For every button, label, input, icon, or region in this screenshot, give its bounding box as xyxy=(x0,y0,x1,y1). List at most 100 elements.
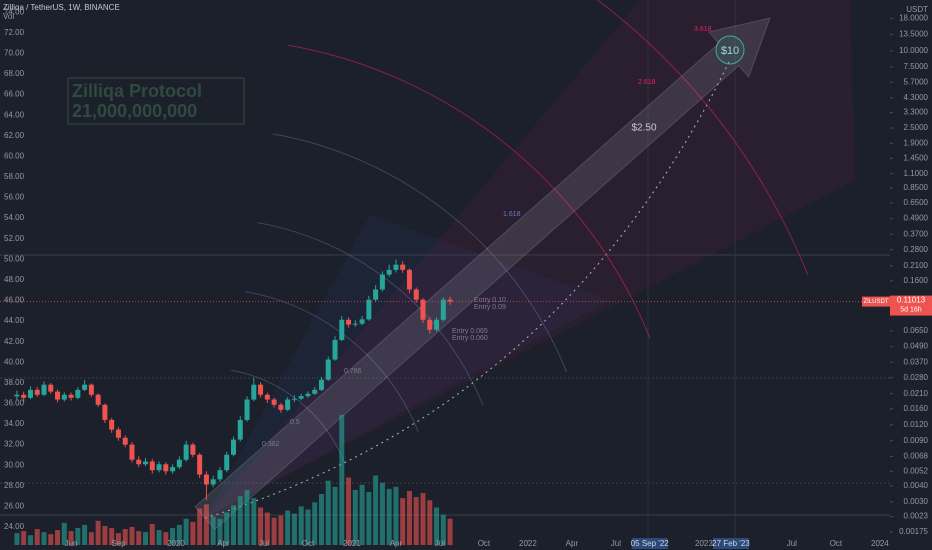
y-tick-label: 0.0120 xyxy=(904,420,929,429)
fib-arc xyxy=(244,291,419,433)
volume-bar xyxy=(122,529,128,545)
candle-body xyxy=(373,289,379,300)
left-tick-label: 52.00 xyxy=(4,234,25,243)
x-tick-highlight xyxy=(631,538,668,549)
candle-body xyxy=(55,391,61,400)
candle-body xyxy=(278,404,284,410)
volume-bar xyxy=(34,529,40,545)
volume-bar xyxy=(298,506,304,545)
volume-bar xyxy=(82,524,88,545)
left-tick-label: 62.00 xyxy=(4,131,25,140)
x-tick-label: Jul xyxy=(787,539,797,548)
candle-body xyxy=(420,299,426,320)
candle-body xyxy=(197,454,203,475)
y-tick-label: 1.9000 xyxy=(904,138,929,147)
text-box xyxy=(67,77,245,125)
candle-body xyxy=(427,319,433,330)
x-tick-label: Jun xyxy=(65,539,78,548)
annotation: 0.382 xyxy=(262,441,280,448)
candle-body xyxy=(325,359,331,380)
annotation: Zilliqa Protocol xyxy=(72,81,202,101)
candle-body xyxy=(285,399,291,410)
y-tick-label: 0.0210 xyxy=(904,389,929,398)
volume-bar xyxy=(244,489,250,545)
volume-bar xyxy=(447,518,453,545)
x-tick-label: Sep xyxy=(111,539,126,548)
annotation: Entry 0.09 xyxy=(474,304,506,311)
candle-body xyxy=(224,454,230,471)
volume-bar xyxy=(163,532,169,545)
candle-body xyxy=(95,394,101,405)
volume-bar xyxy=(359,484,365,545)
candle-body xyxy=(61,394,67,400)
left-tick-label: 26.00 xyxy=(4,502,25,511)
candle-body xyxy=(400,264,406,270)
annotation: Entry 0.10 xyxy=(474,297,506,304)
x-tick-label: Apr xyxy=(390,539,403,548)
volume-bar xyxy=(115,533,121,545)
y-tick-label: 0.2100 xyxy=(904,261,929,270)
candle-body xyxy=(332,339,338,360)
volume-bar xyxy=(197,508,203,545)
volume-bar xyxy=(278,515,284,545)
left-tick-label: 36.00 xyxy=(4,399,25,408)
volume-bar xyxy=(440,514,446,545)
x-tick-highlight xyxy=(712,538,749,549)
y-tick-label: 0.0030 xyxy=(904,497,929,506)
y-tick-label: 0.6500 xyxy=(904,198,929,207)
y-tick-label: 1.1000 xyxy=(904,169,929,178)
annotation: $10 xyxy=(721,45,739,57)
volume-bar xyxy=(149,523,155,545)
symbol-tag xyxy=(862,296,890,307)
candle-body xyxy=(34,389,40,395)
volume-bar xyxy=(400,498,406,545)
annotation: 0.5 xyxy=(290,419,300,426)
left-tick-label: 70.00 xyxy=(4,49,25,58)
candle-body xyxy=(406,269,412,290)
x-tick-label: Oct xyxy=(302,539,315,548)
volume-bar xyxy=(251,498,257,545)
candle-body xyxy=(210,479,216,485)
candle-body xyxy=(170,467,176,472)
candle-body xyxy=(237,419,243,440)
y-tick-label: 0.0068 xyxy=(904,451,929,460)
x-tick-label: 2023 xyxy=(695,539,713,548)
candle-body xyxy=(440,299,446,320)
volume-bar xyxy=(143,532,149,545)
chart-title: Zilliqa / TetherUS, 1W, BINANCE xyxy=(3,3,120,12)
candle-body xyxy=(149,461,155,471)
candle-body xyxy=(102,404,108,420)
volume-bar xyxy=(41,532,47,545)
candle-body xyxy=(82,384,88,390)
volume-bar xyxy=(285,510,291,545)
annotation: Entry 0.060 xyxy=(452,335,488,342)
x-tick-label: 2021 xyxy=(343,539,361,548)
volume-bar xyxy=(88,532,94,545)
candle-body xyxy=(434,319,440,330)
volume-bar xyxy=(318,494,324,545)
candle-body xyxy=(291,398,297,400)
left-tick-label: 30.00 xyxy=(4,460,25,469)
volume-bar xyxy=(305,509,311,545)
candle-body xyxy=(413,289,419,300)
left-tick-label: 56.00 xyxy=(4,193,25,202)
currency-label: USDT xyxy=(906,5,928,14)
volume-bar xyxy=(14,533,20,545)
volume-bar xyxy=(332,486,338,545)
candle-body xyxy=(271,399,277,405)
fib-arc xyxy=(230,369,345,462)
left-tick-label: 54.00 xyxy=(4,213,25,222)
volume-bar xyxy=(176,524,182,545)
symbol-label: ZILUSDT xyxy=(863,299,888,305)
y-tick-label: 18.0000 xyxy=(899,13,928,22)
x-tick-label: Jul xyxy=(259,539,269,548)
candle-body xyxy=(393,264,399,270)
annotation: 3.618 xyxy=(694,26,712,33)
volume-bar xyxy=(366,491,372,545)
candle-body xyxy=(298,396,304,399)
fib-arc xyxy=(257,222,484,406)
fib-zone-pink xyxy=(205,0,855,518)
volume-bar xyxy=(264,512,270,545)
candle-body xyxy=(346,319,352,325)
